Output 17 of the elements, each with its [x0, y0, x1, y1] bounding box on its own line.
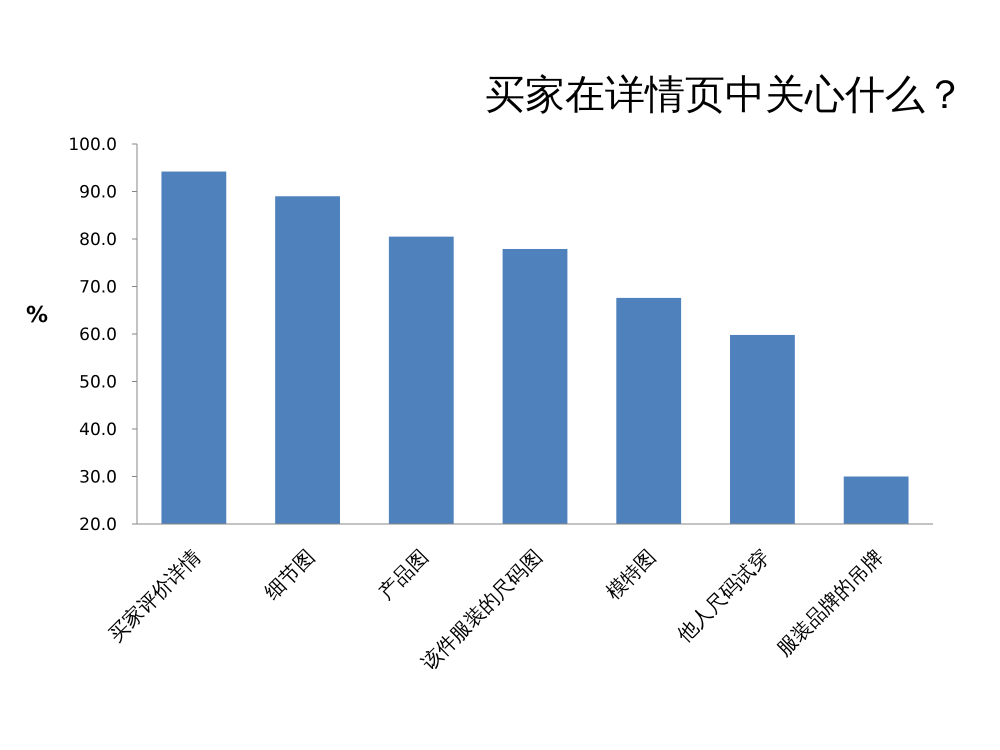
x-tick-label: 买家评价详情 — [104, 544, 206, 646]
x-tick-label: 服装品牌的吊牌 — [772, 544, 888, 661]
x-tick-label: 模特图 — [600, 544, 660, 604]
y-tick-label: 20.0 — [79, 515, 117, 535]
y-axis-title: % — [26, 303, 48, 328]
x-tick-label: 他人尺码试穿 — [672, 544, 774, 646]
y-tick-label: 50.0 — [79, 372, 117, 392]
x-tick-label: 产品图 — [373, 544, 433, 604]
chart-title: 买家在详情页中关心什么？ — [485, 72, 965, 118]
y-tick-label: 70.0 — [79, 278, 117, 298]
y-tick-label: 80.0 — [79, 230, 117, 250]
y-tick-label: 100.0 — [68, 135, 117, 155]
y-tick-label: 40.0 — [79, 420, 117, 440]
y-tick-label: 90.0 — [79, 182, 117, 202]
y-tick-label: 30.0 — [79, 468, 117, 488]
y-tick-label: 60.0 — [79, 325, 117, 345]
x-tick-label: 细节图 — [260, 544, 320, 604]
